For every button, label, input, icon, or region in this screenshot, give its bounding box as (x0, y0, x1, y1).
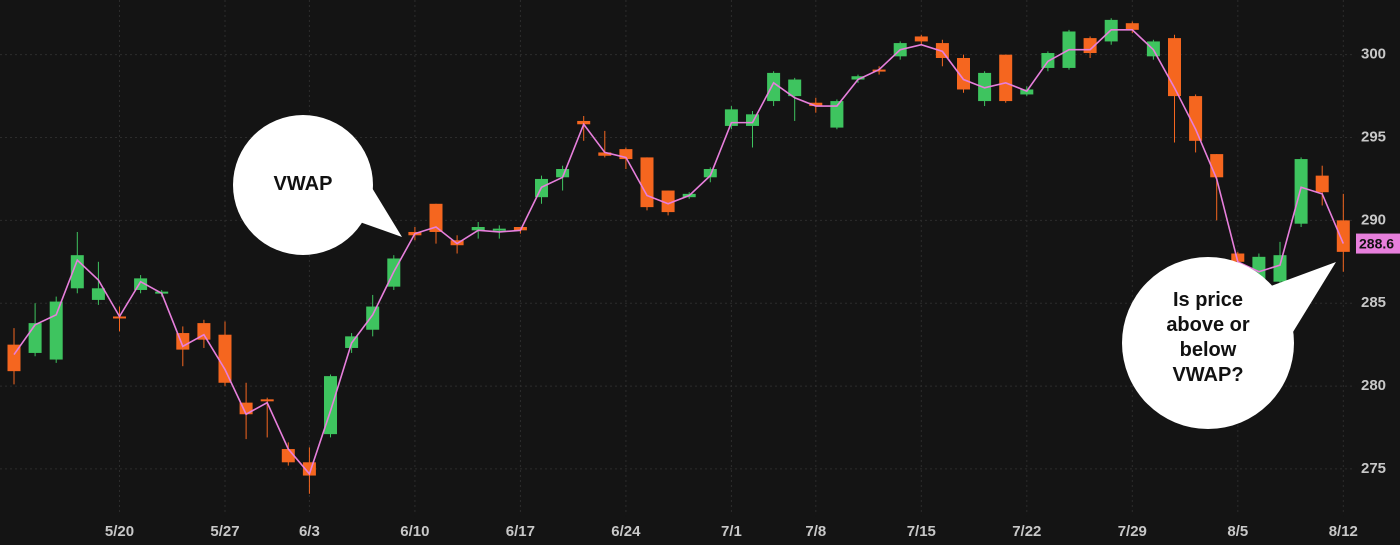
candle-body (1210, 154, 1224, 178)
candle-body (767, 72, 781, 102)
candle-body (239, 402, 253, 415)
bubble (1122, 257, 1294, 429)
annotation: Is price above or below VWAP? (1166, 289, 1250, 386)
candle-body (366, 306, 380, 330)
y-tick-label: 300 (1361, 46, 1386, 63)
candle-body (429, 203, 443, 232)
candle-body (260, 399, 274, 402)
bubble (233, 115, 373, 255)
y-tick-label: 285 (1361, 294, 1386, 311)
marks (7, 18, 1350, 494)
x-tick-label: 5/20 (105, 523, 134, 540)
candle-body (1231, 253, 1245, 262)
candle-body (1336, 220, 1350, 252)
candle-body (999, 54, 1013, 102)
last-price-box (1356, 233, 1400, 254)
y-tick-label: 280 (1361, 377, 1386, 394)
candle-body (598, 152, 612, 156)
candle-body (619, 149, 633, 160)
last-price-label: 288.6 (1359, 235, 1394, 251)
candle-body (49, 301, 63, 360)
candle-body (830, 101, 844, 128)
bubble-vwap (233, 115, 402, 255)
candle-body (134, 278, 148, 290)
candle-body (914, 36, 928, 42)
candle-body (851, 76, 865, 80)
candle-body (1273, 255, 1287, 282)
candle-body (1294, 159, 1308, 224)
y-tick-label: 295 (1361, 128, 1386, 145)
x-tick-label: 6/3 (299, 523, 320, 540)
x-tick-label: 7/8 (805, 523, 826, 540)
x-tick-label: 6/10 (400, 523, 429, 540)
y-tick-label: 275 (1361, 460, 1386, 477)
candle-body (91, 288, 105, 300)
candle-body (703, 169, 717, 178)
candle-body (471, 227, 485, 231)
candle-body (1315, 175, 1329, 193)
x-tick-label: 7/15 (907, 523, 936, 540)
grid (0, 0, 1352, 512)
x-tick-label: 7/1 (721, 523, 742, 540)
candle-body (640, 157, 654, 208)
bubble-question (1122, 257, 1336, 429)
candle-body (1189, 96, 1203, 141)
y-tick-label: 290 (1361, 211, 1386, 228)
candle-body (28, 323, 42, 353)
x-tick-label: 7/29 (1118, 523, 1147, 540)
candle-body (556, 169, 570, 178)
vwap-line (13, 29, 1345, 476)
axis: 275 280 285 290 295 300 5/20 5/27 6/3 6/10 6/17 6/2… (105, 46, 1400, 540)
annotation: VWAP (273, 173, 333, 195)
x-tick-label: 6/24 (611, 523, 641, 540)
candle-body (281, 449, 295, 463)
candle-body (809, 102, 823, 107)
candle-body (746, 114, 759, 126)
candle-body (661, 190, 675, 213)
candle-body (724, 109, 738, 126)
x-tick-label: 7/22 (1012, 523, 1041, 540)
x-tick-label: 5/27 (210, 523, 239, 540)
candle-body (218, 334, 232, 383)
candle-body (577, 120, 591, 125)
candle-body (1125, 23, 1139, 30)
candle-body (788, 79, 802, 97)
candle-body (492, 228, 506, 231)
candle-body (872, 69, 886, 72)
x-tick-label: 8/12 (1329, 523, 1358, 540)
candle-body (197, 323, 211, 340)
x-tick-label: 8/5 (1227, 523, 1248, 540)
x-tick-label: 6/17 (506, 523, 535, 540)
